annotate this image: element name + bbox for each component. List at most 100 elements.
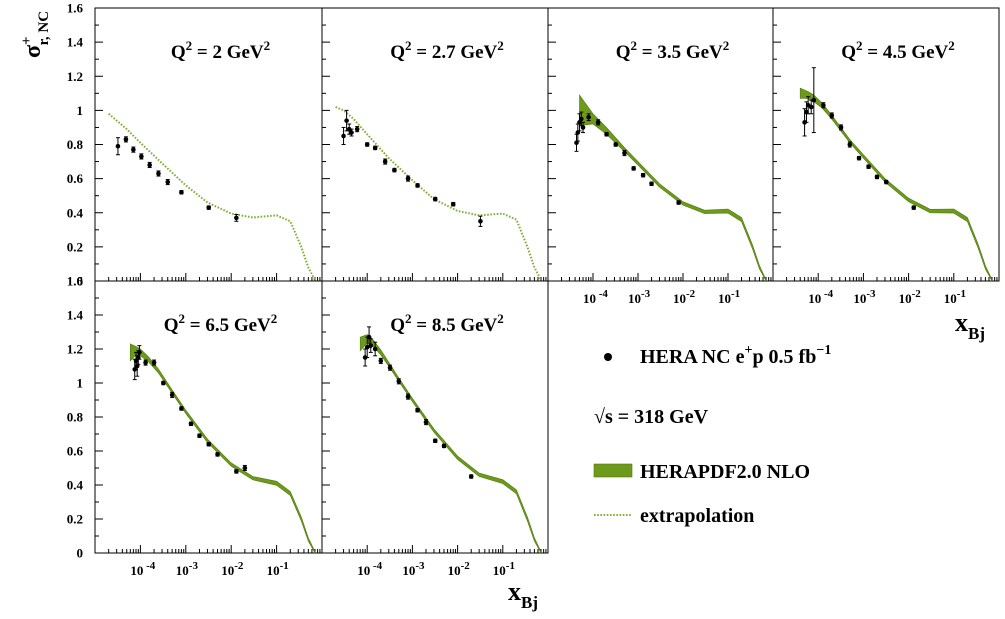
data-point [161, 380, 166, 386]
data-point [622, 149, 627, 157]
x-tick-label: 10-2 [899, 288, 922, 306]
data-point [115, 137, 121, 156]
panel-title: Q2 = 2 GeV2 [171, 38, 270, 63]
data-point [405, 393, 411, 400]
x-tick-label: 10-2 [221, 560, 244, 578]
x-tick-label: 10-3 [402, 560, 425, 578]
legend-band-swatch [593, 463, 633, 478]
data-point [838, 124, 844, 131]
data-point [847, 141, 853, 148]
x-tick-label: 10-3 [853, 288, 876, 306]
data-point [143, 359, 148, 366]
data-point [396, 378, 402, 385]
data-point [169, 391, 175, 398]
extrapolation-curve [335, 106, 542, 281]
data-point [364, 142, 370, 147]
legend-entry-3: HERAPDF2.0 NLO [593, 461, 810, 483]
legend-marker [604, 353, 612, 361]
axis-labels-group: σ+r, NC xBj xBj [19, 11, 985, 612]
data-point [378, 357, 384, 364]
panel-title: Q2 = 3.5 GeV2 [616, 38, 730, 63]
herapdf-band [579, 94, 767, 282]
extrapolation-curve [108, 113, 316, 281]
x-axis-label-bottom: xBj [508, 577, 538, 612]
y-tick-label: 0.4 [67, 205, 84, 220]
data-point [372, 341, 378, 357]
data-point [604, 131, 609, 137]
data-point [368, 338, 374, 353]
y-tick-label: 0.4 [67, 478, 84, 493]
x-tick-label: 10-1 [718, 288, 740, 306]
legend-text: HERA NC e+p 0.5 fb−1 [640, 343, 831, 368]
data-point [574, 133, 579, 152]
x-tick-label: 10-1 [267, 560, 289, 578]
data-point [856, 155, 862, 161]
x-tick-label: 10 -4 [808, 288, 833, 306]
data-point [137, 345, 142, 360]
data-point [234, 213, 239, 222]
data-point [586, 113, 591, 122]
data-point [676, 200, 681, 205]
y-tick-label: 1 [77, 376, 84, 391]
data-point [478, 215, 483, 227]
data-point [341, 126, 346, 145]
panel-title: Q2 = 4.5 GeV2 [841, 38, 955, 63]
data-point [640, 172, 646, 178]
panel-4: 10 -4 10-3 10-2 10-1 Q2 = 4.5 GeV2 [772, 7, 1000, 306]
x-tick-label: 10 -4 [583, 288, 608, 306]
herapdf-band [359, 334, 542, 555]
data-point [432, 196, 438, 202]
data-point [829, 112, 835, 119]
y-tick-label: 0.8 [67, 410, 84, 425]
data-point [123, 136, 129, 143]
data-point [139, 153, 144, 160]
panel-title: Q2 = 6.5 GeV2 [164, 311, 278, 336]
herapdf-band [799, 87, 993, 283]
data-point [415, 407, 420, 413]
y-tick-label: 0 [77, 546, 84, 561]
panel-2: Q2 = 2.7 GeV2 [321, 7, 549, 282]
y-tick-label: 0.6 [67, 444, 84, 459]
data-point [613, 142, 619, 147]
data-point [811, 67, 817, 134]
data-point [911, 205, 917, 210]
x-tick-label: 10 -4 [130, 560, 155, 578]
data-point [354, 126, 360, 133]
y-tick-label: 1.4 [67, 308, 84, 323]
data-point [649, 181, 654, 187]
data-point [206, 205, 212, 210]
y-tick-label: 1.2 [67, 69, 83, 84]
x-tick-label: 10-3 [176, 560, 199, 578]
y-tick-label: 0.8 [67, 137, 84, 152]
y-axis-label: σ+r, NC [19, 11, 52, 58]
data-point [156, 170, 161, 177]
y-tick-label: 0.2 [67, 239, 83, 254]
data-point [874, 174, 880, 180]
y-tick-label: 1 [77, 103, 84, 118]
x-axis-label-top: xBj [955, 308, 985, 343]
data-point [821, 102, 826, 109]
data-point [415, 183, 420, 188]
data-point [595, 119, 601, 126]
data-point [242, 464, 248, 472]
data-point [423, 419, 429, 426]
panel-3: 10 -4 10-3 10-2 10-1 Q2 = 3.5 GeV2 [547, 7, 774, 306]
data-point [179, 406, 184, 411]
data-point [206, 441, 212, 447]
data-point [432, 438, 438, 444]
data-point [349, 128, 354, 137]
data-point [577, 113, 582, 132]
x-tick-label: 10-1 [944, 288, 966, 306]
data-point [387, 364, 393, 371]
data-point [808, 99, 814, 115]
data-point [631, 166, 636, 171]
panel-6: 10 -4 10-3 10-2 10-1 Q2 = 8.5 GeV2 [321, 280, 549, 578]
legend-text: √s = 318 GeV [594, 406, 709, 428]
legend-entry-4: extrapolation [594, 505, 754, 527]
data-point [866, 164, 871, 169]
legend-text: HERAPDF2.0 NLO [640, 461, 810, 483]
data-point [366, 326, 372, 348]
data-point [405, 175, 411, 182]
